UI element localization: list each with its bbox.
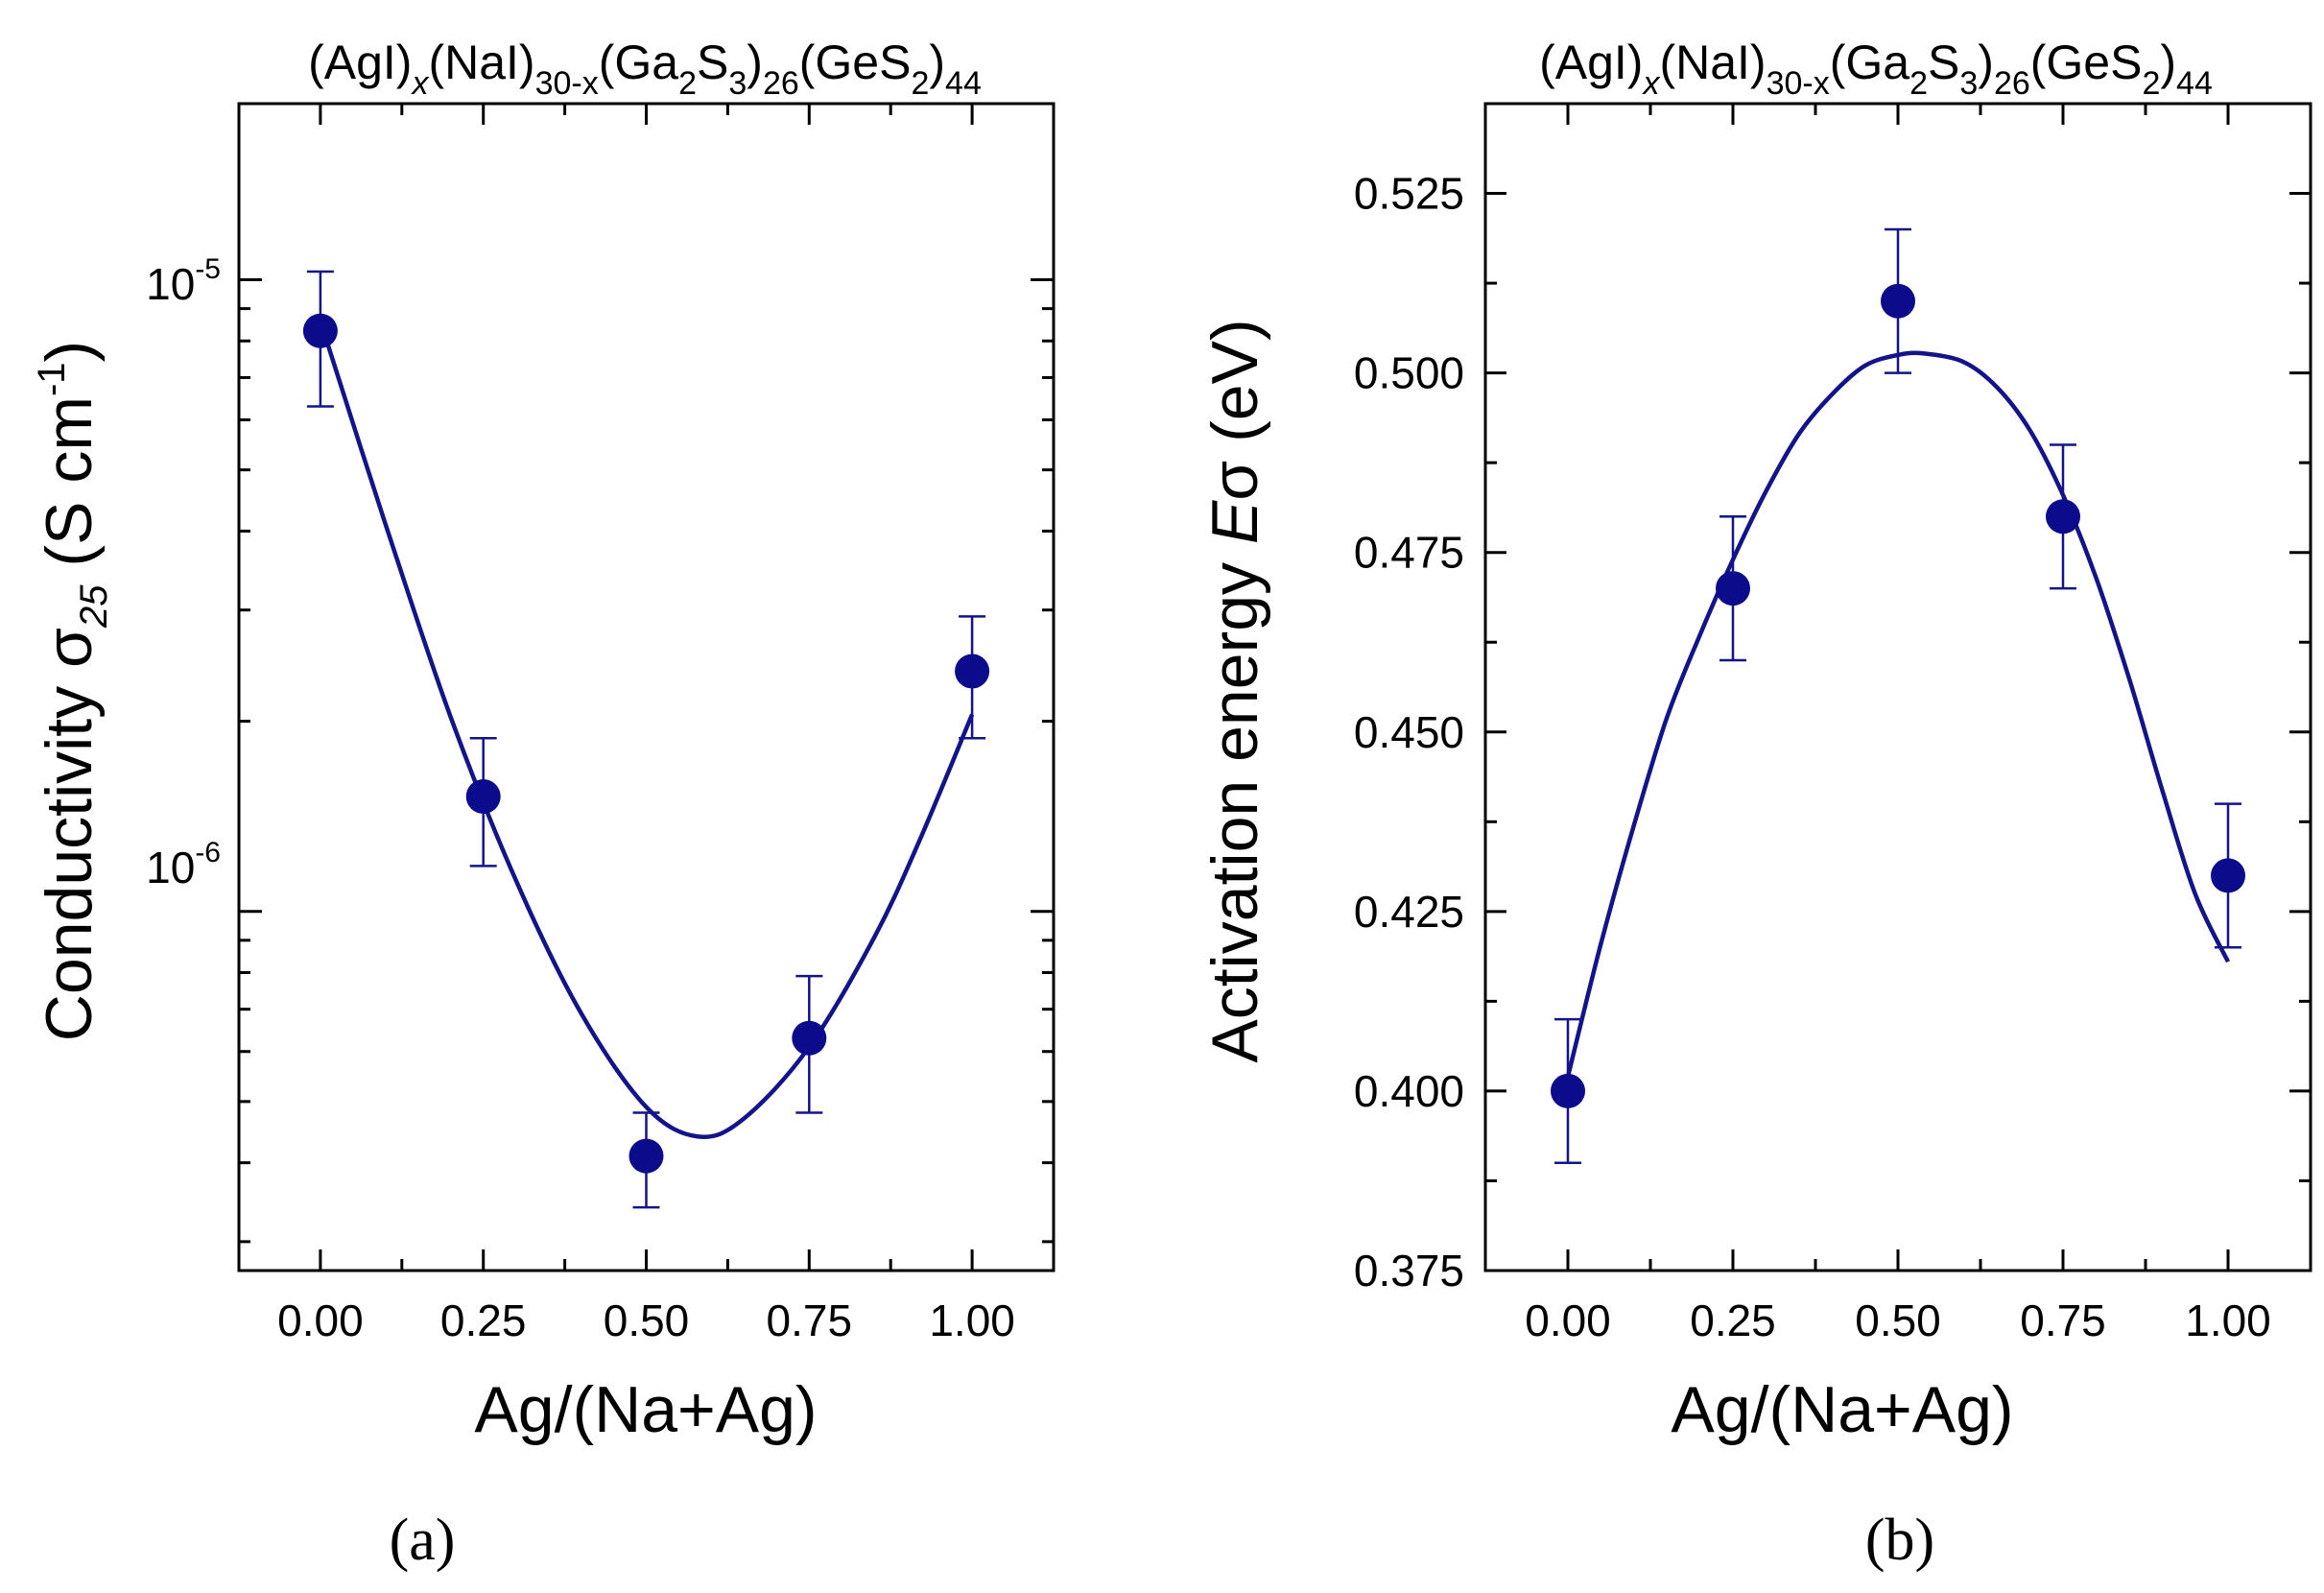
panel-a-y-axis-title: Conductivity σ25 (S cm-1) bbox=[31, 341, 115, 1041]
panel-b-fit-curve bbox=[1565, 350, 2231, 1078]
panel-a-data-points bbox=[302, 313, 990, 1174]
x-tick-label: 0.75 bbox=[2020, 1296, 2106, 1345]
data-point bbox=[792, 1020, 827, 1056]
panel-b-label: (b) bbox=[1865, 1508, 1934, 1573]
data-point bbox=[628, 1138, 664, 1174]
panel-b-title: (AgI)x(NaI)30-x(Ga2S3)26(GeS2)44 bbox=[1539, 36, 2213, 102]
x-tick-label: 0.50 bbox=[1855, 1296, 1941, 1345]
x-tick-label: 1.00 bbox=[2185, 1296, 2271, 1345]
x-tick-label: 0.00 bbox=[1525, 1296, 1611, 1345]
data-point bbox=[1881, 283, 1915, 319]
panel-a-error-bars bbox=[306, 270, 986, 1209]
panel-a-y-tick-label: 10-5 bbox=[146, 253, 221, 309]
x-tick-label: 0.25 bbox=[440, 1296, 527, 1345]
y-tick-label: 0.375 bbox=[1354, 1246, 1464, 1296]
x-tick-label: 0.75 bbox=[767, 1296, 853, 1345]
panel-b-y-tick-labels: 0.375 0.400 0.425 0.450 0.475 0.500 0.525 bbox=[1354, 169, 1464, 1296]
panel-b-ticks bbox=[1485, 104, 2311, 1272]
y-tick-label: 0.450 bbox=[1354, 707, 1464, 757]
y-tick-label: 0.400 bbox=[1354, 1066, 1464, 1116]
data-point bbox=[2211, 858, 2245, 893]
panel-a-x-tick-labels: 0.00 0.25 0.50 0.75 1.00 bbox=[277, 1296, 1015, 1345]
data-point bbox=[465, 779, 501, 815]
panel-b-x-axis-title: Ag/(Na+Ag) bbox=[1671, 1373, 2013, 1446]
y-tick-label: 0.500 bbox=[1354, 348, 1464, 398]
data-point bbox=[1551, 1073, 1585, 1108]
data-point bbox=[1716, 571, 1750, 606]
panel-a-plot-frame bbox=[237, 102, 1055, 1272]
panel-b-x-tick-labels: 0.00 0.25 0.50 0.75 1.00 bbox=[1525, 1296, 2271, 1345]
x-tick-label: 1.00 bbox=[929, 1296, 1015, 1345]
panel-a: (AgI)x(NaI)30-x(Ga2S3)26(GeS2)44 0.00 0.2… bbox=[31, 36, 1055, 1573]
panel-a-y-tick-label: 10-6 bbox=[146, 837, 221, 892]
panel-b-data-points bbox=[1551, 283, 2245, 1108]
panel-b-y-axis-title: Activation energy Eσ (eV) bbox=[1198, 319, 1271, 1062]
data-point bbox=[302, 313, 338, 348]
panel-a-title: (AgI)x(NaI)30-x(Ga2S3)26(GeS2)44 bbox=[308, 36, 982, 102]
x-tick-label: 0.00 bbox=[277, 1296, 364, 1345]
x-tick-label: 0.50 bbox=[604, 1296, 690, 1345]
panel-a-fit-curve bbox=[318, 320, 975, 1140]
y-tick-label: 0.425 bbox=[1354, 887, 1464, 937]
panel-a-label: (a) bbox=[390, 1508, 456, 1573]
data-point bbox=[955, 654, 990, 689]
panel-a-ticks bbox=[239, 104, 1054, 1271]
panel-a-x-axis-title: Ag/(Na+Ag) bbox=[474, 1373, 817, 1446]
y-tick-label: 0.525 bbox=[1354, 169, 1464, 219]
data-point bbox=[2046, 499, 2080, 535]
y-tick-label: 0.475 bbox=[1354, 528, 1464, 578]
panel-b-error-bars bbox=[1554, 227, 2241, 1165]
x-tick-label: 0.25 bbox=[1690, 1296, 1776, 1345]
panel-b: (AgI)x(NaI)30-x(Ga2S3)26(GeS2)44 0.00 0.2… bbox=[1198, 36, 2312, 1573]
